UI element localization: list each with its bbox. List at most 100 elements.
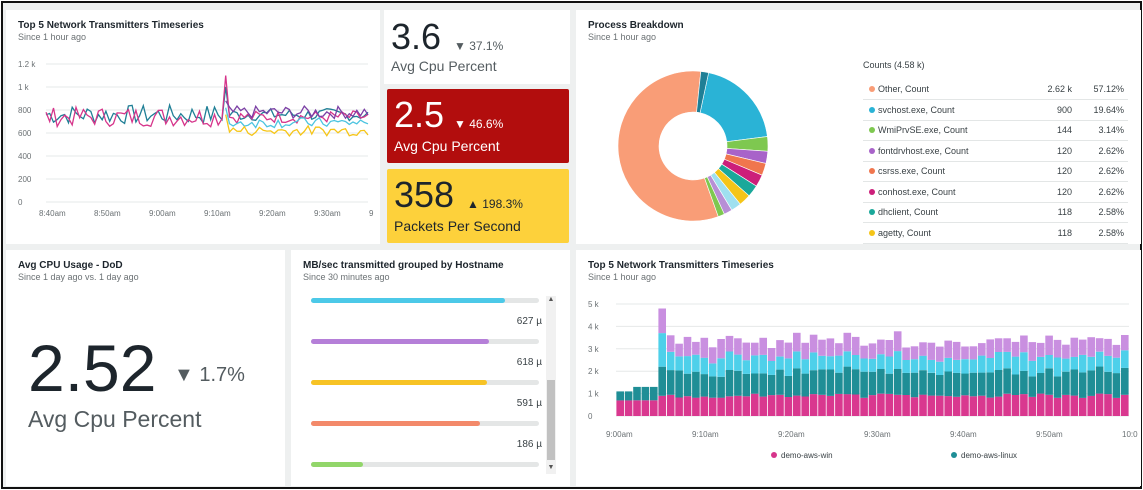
stack-segment[interactable] (835, 372, 843, 394)
stack-segment[interactable] (809, 334, 818, 353)
stack-segment[interactable] (666, 394, 675, 416)
stack-segment[interactable] (708, 347, 717, 364)
stack-segment[interactable] (1095, 393, 1104, 416)
stack-segment[interactable] (1036, 372, 1045, 394)
stack-segment[interactable] (877, 354, 885, 369)
billboard-avg-cpu[interactable]: 3.6 ▼ 37.1% Avg Cpu Percent (384, 10, 570, 84)
legend-row[interactable]: Other, Count 2.62 k 57.12% (863, 80, 1128, 100)
stack-segment[interactable] (843, 351, 852, 367)
stack-segment[interactable] (978, 343, 986, 356)
stack-segment[interactable] (936, 346, 944, 362)
stacked-bar-chart[interactable]: 5 k 4 k 3 k 2 k 1 k 0 9:00am 9:10am 9:20am 9:30am… (576, 250, 1141, 486)
stack-segment[interactable] (927, 395, 936, 416)
stack-segment[interactable] (725, 370, 734, 397)
stack-segment[interactable] (725, 351, 734, 371)
stack-segment[interactable] (717, 339, 725, 359)
stack-segment[interactable] (717, 397, 725, 416)
stack-segment[interactable] (978, 395, 986, 416)
stack-segment[interactable] (801, 342, 809, 360)
stack-segment[interactable] (1070, 395, 1079, 416)
stack-segment[interactable] (1087, 370, 1095, 396)
stack-segment[interactable] (683, 356, 692, 374)
stack-segment[interactable] (843, 332, 852, 352)
stack-segment[interactable] (759, 396, 767, 416)
stack-segment[interactable] (952, 396, 961, 416)
stack-segment[interactable] (675, 343, 683, 357)
stack-segment[interactable] (658, 366, 666, 396)
stack-segment[interactable] (826, 338, 835, 357)
stack-segment[interactable] (658, 308, 666, 334)
stack-segment[interactable] (1028, 397, 1037, 416)
stack-segment[interactable] (700, 337, 709, 358)
series-line[interactable] (225, 100, 369, 120)
stack-segment[interactable] (1104, 371, 1112, 395)
stack-segment[interactable] (725, 335, 734, 352)
stack-segment[interactable] (633, 400, 641, 416)
stack-segment[interactable] (1028, 360, 1037, 377)
stack-segment[interactable] (1087, 356, 1095, 371)
stack-segment[interactable] (1020, 394, 1028, 416)
stack-segment[interactable] (784, 358, 793, 376)
stack-segment[interactable] (1053, 339, 1062, 358)
stack-segment[interactable] (944, 396, 952, 416)
stack-segment[interactable] (1003, 368, 1011, 394)
legend-label[interactable]: demo-aws-win (781, 451, 833, 460)
stack-segment[interactable] (650, 386, 658, 401)
stack-segment[interactable] (1011, 356, 1020, 375)
stack-segment[interactable] (944, 357, 952, 372)
stack-segment[interactable] (860, 371, 868, 398)
line-chart[interactable]: 1.2 k 1 k 800 600 400 200 0 8:40am 8:50am 9:00am 9… (6, 10, 380, 244)
stack-segment[interactable] (944, 340, 952, 358)
stack-segment[interactable] (1095, 366, 1104, 394)
stack-segment[interactable] (666, 351, 675, 371)
stack-segment[interactable] (1087, 337, 1095, 357)
stack-segment[interactable] (927, 342, 936, 360)
stack-segment[interactable] (624, 391, 633, 401)
stack-segment[interactable] (1011, 395, 1020, 416)
stack-segment[interactable] (1045, 394, 1053, 416)
stack-segment[interactable] (616, 400, 624, 416)
stack-segment[interactable] (994, 352, 1003, 370)
stack-segment[interactable] (835, 343, 843, 356)
stack-segment[interactable] (751, 355, 759, 374)
stack-segment[interactable] (742, 396, 751, 416)
stack-segment[interactable] (893, 331, 902, 352)
donut-slice[interactable] (699, 72, 768, 143)
stack-segment[interactable] (835, 355, 843, 373)
bar-track[interactable] (311, 298, 539, 303)
stack-segment[interactable] (994, 370, 1003, 397)
stack-segment[interactable] (851, 369, 860, 395)
stack-segment[interactable] (1062, 358, 1070, 372)
stack-segment[interactable] (961, 359, 969, 374)
stack-segment[interactable] (1087, 395, 1095, 416)
stack-segment[interactable] (742, 373, 751, 397)
stack-segment[interactable] (683, 396, 692, 416)
stack-segment[interactable] (818, 369, 826, 395)
stack-segment[interactable] (936, 395, 944, 416)
stack-segment[interactable] (1028, 342, 1037, 361)
scrollbar[interactable]: ▲ ▼ (546, 296, 556, 474)
stack-segment[interactable] (767, 361, 776, 375)
stack-segment[interactable] (725, 396, 734, 416)
stack-segment[interactable] (860, 345, 868, 359)
stack-segment[interactable] (717, 358, 725, 377)
stack-segment[interactable] (641, 400, 650, 416)
stack-segment[interactable] (936, 375, 944, 396)
series-line[interactable] (45, 86, 369, 125)
stack-segment[interactable] (1028, 376, 1037, 397)
stack-segment[interactable] (658, 395, 666, 416)
stack-segment[interactable] (936, 361, 944, 375)
scroll-down-icon[interactable]: ▼ (547, 464, 555, 471)
legend-row[interactable]: csrss.exe, Count 120 2.62% (863, 162, 1128, 182)
stack-segment[interactable] (776, 340, 784, 357)
stack-segment[interactable] (692, 341, 700, 355)
timeseries-line-panel[interactable]: Top 5 Network Transmitters Timeseries Si… (6, 10, 380, 244)
stack-segment[interactable] (868, 343, 877, 359)
stack-segment[interactable] (1121, 394, 1129, 416)
stack-segment[interactable] (793, 395, 801, 416)
stack-segment[interactable] (952, 341, 961, 360)
stack-segment[interactable] (793, 368, 801, 396)
stack-segment[interactable] (826, 369, 835, 396)
stack-segment[interactable] (784, 342, 793, 359)
stack-segment[interactable] (717, 376, 725, 398)
